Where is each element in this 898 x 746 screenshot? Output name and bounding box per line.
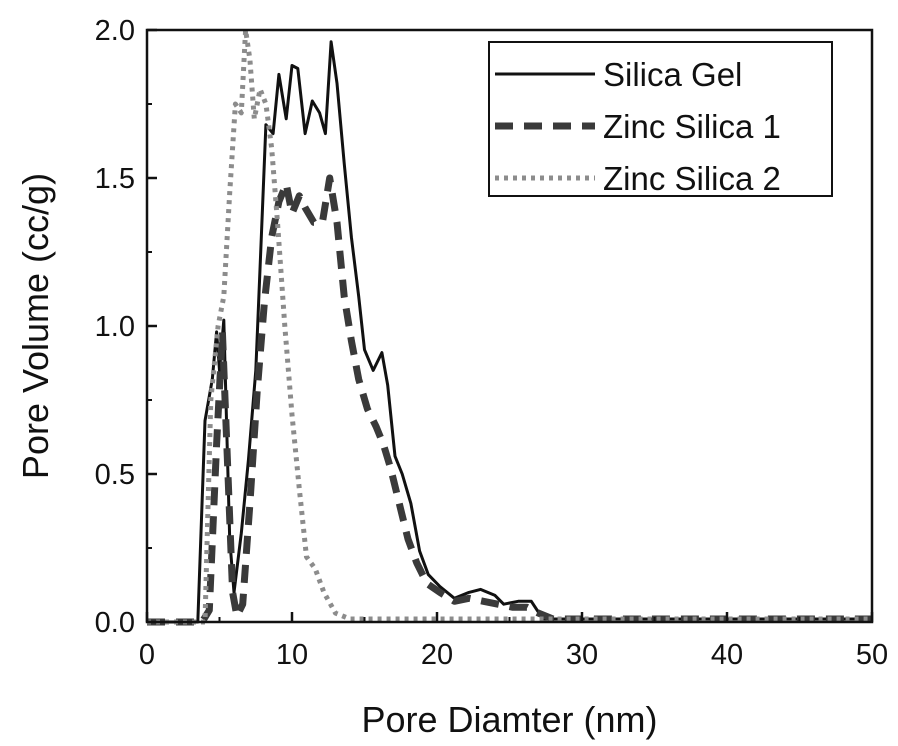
legend-label-1: Silica Gel bbox=[603, 56, 742, 93]
x-tick-label: 50 bbox=[856, 639, 888, 671]
x-tick-label: 40 bbox=[711, 639, 743, 671]
series-layer bbox=[147, 27, 872, 626]
x-tick-label: 10 bbox=[276, 639, 308, 671]
y-tick-label: 1.0 bbox=[95, 311, 135, 343]
series-line-3 bbox=[147, 27, 872, 625]
legend-label-2: Zinc Silica 1 bbox=[603, 108, 781, 145]
y-tick-label: 1.5 bbox=[95, 163, 135, 195]
series-line-1 bbox=[147, 40, 872, 624]
legend-box bbox=[488, 41, 833, 197]
legend-label-3: Zinc Silica 2 bbox=[603, 160, 781, 197]
ticks-layer: 0 10 20 30 40 50 0.0 0.5 1.0 1.5 2.0 bbox=[95, 15, 888, 671]
legend: Silica Gel Zinc Silica 1 Zinc Silica 2 bbox=[488, 41, 833, 197]
y-tick-label: 0.5 bbox=[95, 459, 135, 491]
x-axis-title: Pore Diamter (nm) bbox=[361, 699, 657, 740]
series-line-2 bbox=[147, 174, 872, 626]
y-tick-label: 2.0 bbox=[95, 15, 135, 47]
y-tick-label: 0.0 bbox=[95, 607, 135, 639]
y-axis-title: Pore Volume (cc/g) bbox=[15, 173, 56, 479]
x-tick-label: 0 bbox=[139, 639, 155, 671]
x-tick-label: 20 bbox=[421, 639, 453, 671]
x-tick-label: 30 bbox=[566, 639, 598, 671]
